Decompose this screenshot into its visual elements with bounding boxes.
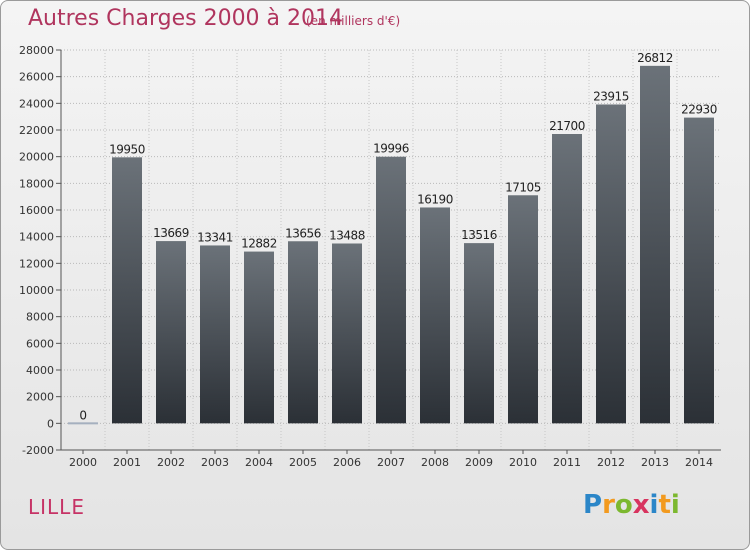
labels: -2000 0 2000 4000 6000 8000 10000 12000 14000 160…	[19, 44, 717, 469]
bar	[552, 134, 582, 424]
x-tick-label: 2009	[465, 456, 493, 469]
bar	[68, 422, 98, 425]
bar-value-label: 13488	[329, 228, 365, 242]
y-tick-label: 2000	[26, 391, 54, 404]
bar-value-label: 23915	[593, 89, 629, 103]
y-tick-label: 6000	[26, 337, 54, 350]
bar-value-label: 19996	[373, 142, 409, 156]
x-tick-label: 2000	[69, 456, 97, 469]
bar-value-label: 13341	[197, 230, 233, 244]
bar-value-label: 17105	[505, 180, 541, 194]
x-tick-label: 2013	[641, 456, 669, 469]
bar-value-label: 12882	[241, 237, 277, 251]
y-tick-label: -2000	[22, 444, 54, 457]
y-tick-label: 0	[47, 417, 54, 430]
bar	[288, 241, 318, 424]
bar-value-label: 0	[79, 408, 86, 422]
x-tick-label: 2001	[113, 456, 141, 469]
x-tick-label: 2014	[685, 456, 713, 469]
bar	[200, 245, 230, 424]
y-tick-label: 8000	[26, 311, 54, 324]
bar	[464, 243, 494, 424]
bar	[332, 243, 362, 424]
y-tick-label: 18000	[19, 177, 54, 190]
bar	[112, 157, 142, 424]
y-tick-label: 4000	[26, 364, 54, 377]
bar-value-label: 21700	[549, 119, 585, 133]
y-tick-label: 22000	[19, 124, 54, 137]
bar	[420, 207, 450, 424]
proxiti-logo: Proxiti	[583, 490, 680, 520]
y-tick-label: 10000	[19, 284, 54, 297]
bar	[684, 117, 714, 424]
bar-value-label: 22930	[681, 103, 717, 117]
y-tick-label: 14000	[19, 231, 54, 244]
x-tick-label: 2008	[421, 456, 449, 469]
bar	[244, 251, 274, 424]
x-tick-label: 2010	[509, 456, 537, 469]
y-tick-label: 20000	[19, 151, 54, 164]
svg-text:Proxiti: Proxiti	[583, 490, 680, 520]
x-tick-label: 2002	[157, 456, 185, 469]
x-tick-label: 2006	[333, 456, 361, 469]
bar	[376, 156, 406, 424]
x-tick-label: 2007	[377, 456, 405, 469]
bar	[156, 241, 186, 424]
bar-value-label: 13656	[285, 226, 321, 240]
x-tick-label: 2012	[597, 456, 625, 469]
y-tick-label: 26000	[19, 71, 54, 84]
bar-value-label: 13669	[153, 226, 189, 240]
chart-title: Autres Charges 2000 à 2014	[28, 6, 344, 31]
bar	[508, 195, 538, 424]
axes	[56, 49, 721, 454]
x-tick-label: 2003	[201, 456, 229, 469]
bar-value-label: 16190	[417, 192, 453, 206]
x-tick-label: 2004	[245, 456, 273, 469]
chart-subtitle: (en milliers d'€)	[306, 14, 401, 28]
bar-value-label: 13516	[461, 228, 497, 242]
x-tick-label: 2005	[289, 456, 317, 469]
city-name: LILLE	[28, 495, 85, 519]
y-tick-label: 12000	[19, 257, 54, 270]
bar	[640, 65, 670, 424]
bar-value-label: 26812	[637, 51, 673, 65]
bar-value-label: 19950	[109, 142, 145, 156]
y-tick-label: 28000	[19, 44, 54, 57]
x-tick-label: 2011	[553, 456, 581, 469]
y-tick-label: 24000	[19, 97, 54, 110]
y-tick-label: 16000	[19, 204, 54, 217]
bar	[596, 104, 626, 424]
bars	[68, 65, 714, 425]
